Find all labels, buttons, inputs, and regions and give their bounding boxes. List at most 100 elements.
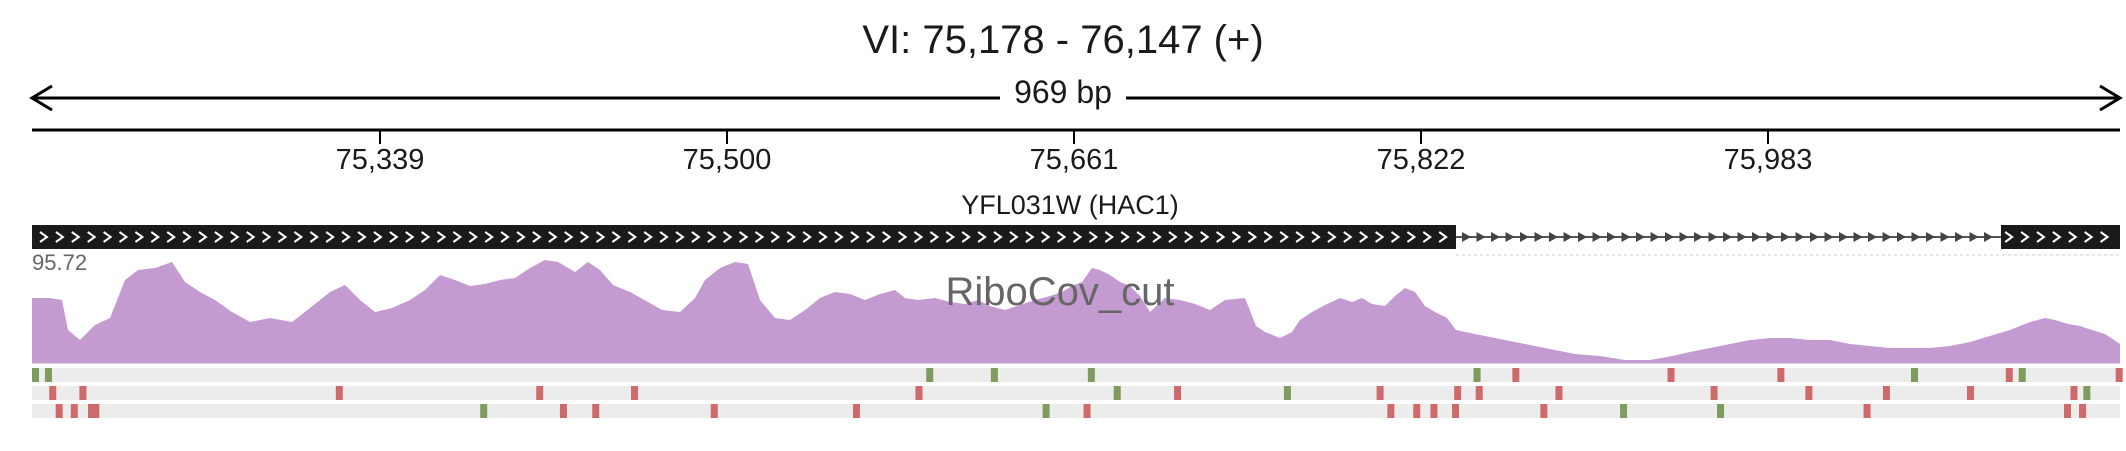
strand-chevron <box>627 231 638 243</box>
intron-arrowhead <box>1476 232 1486 242</box>
intron-arrowhead <box>1955 232 1964 242</box>
stop-codon-marker <box>92 404 100 418</box>
intron-arrowhead <box>1839 232 1848 242</box>
frame-row-background <box>32 368 2120 382</box>
intron-arrowhead <box>1824 232 1834 242</box>
intron-arrowhead <box>1766 232 1776 242</box>
stop-codon-marker <box>1777 368 1785 382</box>
strand-chevron <box>2036 231 2046 243</box>
strand-chevron <box>134 231 145 243</box>
strand-chevron <box>977 231 987 243</box>
strand-chevron <box>150 231 161 243</box>
stop-codon-marker <box>79 386 87 400</box>
strand-chevron <box>1009 231 1019 243</box>
intron-arrowhead <box>1505 232 1515 242</box>
strand-chevron <box>262 231 272 243</box>
stop-codon-marker <box>1667 368 1675 382</box>
stop-codon-marker <box>88 404 96 418</box>
strand-chevron <box>564 231 574 243</box>
strand-chevron <box>2052 231 2062 243</box>
intron-arrowhead <box>1679 232 1689 242</box>
strand-chevron <box>1279 231 1289 243</box>
stop-codon-marker <box>2070 386 2078 400</box>
strand-chevron <box>484 231 494 243</box>
gene-label[interactable]: YFL031W (HAC1) <box>961 190 1179 220</box>
intron-arrowhead <box>1853 232 1863 242</box>
strand-chevron <box>2084 231 2094 243</box>
stop-codon-marker <box>1454 386 1462 400</box>
stop-codon-marker <box>1863 404 1871 418</box>
strand-chevron <box>230 231 240 243</box>
intron-arrowhead <box>1810 232 1819 242</box>
strand-chevron <box>55 231 65 243</box>
stop-codon-marker <box>559 404 567 418</box>
stop-codon-marker <box>915 386 923 400</box>
strand-chevron <box>707 231 717 243</box>
strand-chevron <box>452 231 463 243</box>
start-codon-marker <box>1620 404 1628 418</box>
strand-chevron <box>1136 231 1146 243</box>
stop-codon-marker <box>49 386 57 400</box>
intron-arrowhead <box>1592 232 1602 242</box>
intron-arrowhead <box>1984 232 1993 242</box>
strand-chevron <box>1438 231 1448 243</box>
strand-chevron <box>866 231 876 243</box>
stop-codon-marker <box>852 404 860 418</box>
exon-block-1 <box>32 225 1456 249</box>
strand-chevron <box>1200 231 1210 243</box>
strand-chevron <box>818 231 828 243</box>
strand-chevron <box>834 231 844 243</box>
intron-arrowhead <box>1752 232 1761 242</box>
ruler-tick-label: 75,983 <box>1723 144 1813 176</box>
right-arrowhead <box>2099 84 2123 112</box>
intron-arrowhead <box>1882 232 1892 242</box>
strand-chevron <box>2068 231 2078 243</box>
strand-chevron <box>913 231 924 243</box>
strand-chevron <box>1343 231 1353 243</box>
strand-chevron <box>405 231 415 243</box>
strand-chevron <box>1295 231 1305 243</box>
intron-arrowhead <box>1940 232 1950 242</box>
strand-chevron <box>246 231 256 243</box>
strand-chevron <box>118 231 129 243</box>
gene-model[interactable] <box>32 225 2120 256</box>
strand-chevron <box>1104 231 1115 243</box>
coverage-track <box>32 260 2120 364</box>
strand-chevron <box>945 231 956 243</box>
intron-arrowhead <box>1563 232 1573 242</box>
intron-arrowhead <box>1549 232 1558 242</box>
stop-codon-marker <box>1475 386 1483 400</box>
strand-chevron <box>198 231 208 243</box>
stop-codon-marker <box>1882 386 1890 400</box>
coverage-max-label: 95.72 <box>32 250 88 275</box>
strand-chevron <box>357 231 367 243</box>
stop-codon-marker <box>1083 404 1091 418</box>
strand-chevron <box>723 231 733 243</box>
stop-codon-marker <box>335 386 343 400</box>
frame-row-background <box>32 404 2120 418</box>
strand-chevron <box>389 231 399 243</box>
intron-arrowhead <box>1520 232 1529 242</box>
strand-chevron <box>548 231 558 243</box>
strand-chevron <box>850 231 860 243</box>
strand-chevron <box>961 231 971 243</box>
exon-chevrons <box>39 231 2110 243</box>
stop-codon-marker <box>631 386 639 400</box>
intron-arrowhead <box>1621 232 1631 242</box>
start-codon-marker <box>480 404 488 418</box>
start-codon-marker <box>990 368 998 382</box>
start-codon-marker <box>1087 368 1095 382</box>
strand-chevron <box>1025 231 1035 243</box>
stop-codon-marker <box>536 386 544 400</box>
strand-chevron <box>1120 231 1130 243</box>
stop-codon-marker <box>1805 386 1813 400</box>
intron-arrowhead <box>1491 232 1500 242</box>
intron-arrowhead <box>1534 232 1544 242</box>
strand-chevron <box>500 231 510 243</box>
intron-arrowhead <box>1578 232 1587 242</box>
ruler <box>32 128 2120 144</box>
stop-codon-marker <box>1710 386 1718 400</box>
strand-chevron <box>1216 231 1226 243</box>
strand-chevron <box>1247 231 1258 243</box>
strand-chevron <box>71 231 81 243</box>
